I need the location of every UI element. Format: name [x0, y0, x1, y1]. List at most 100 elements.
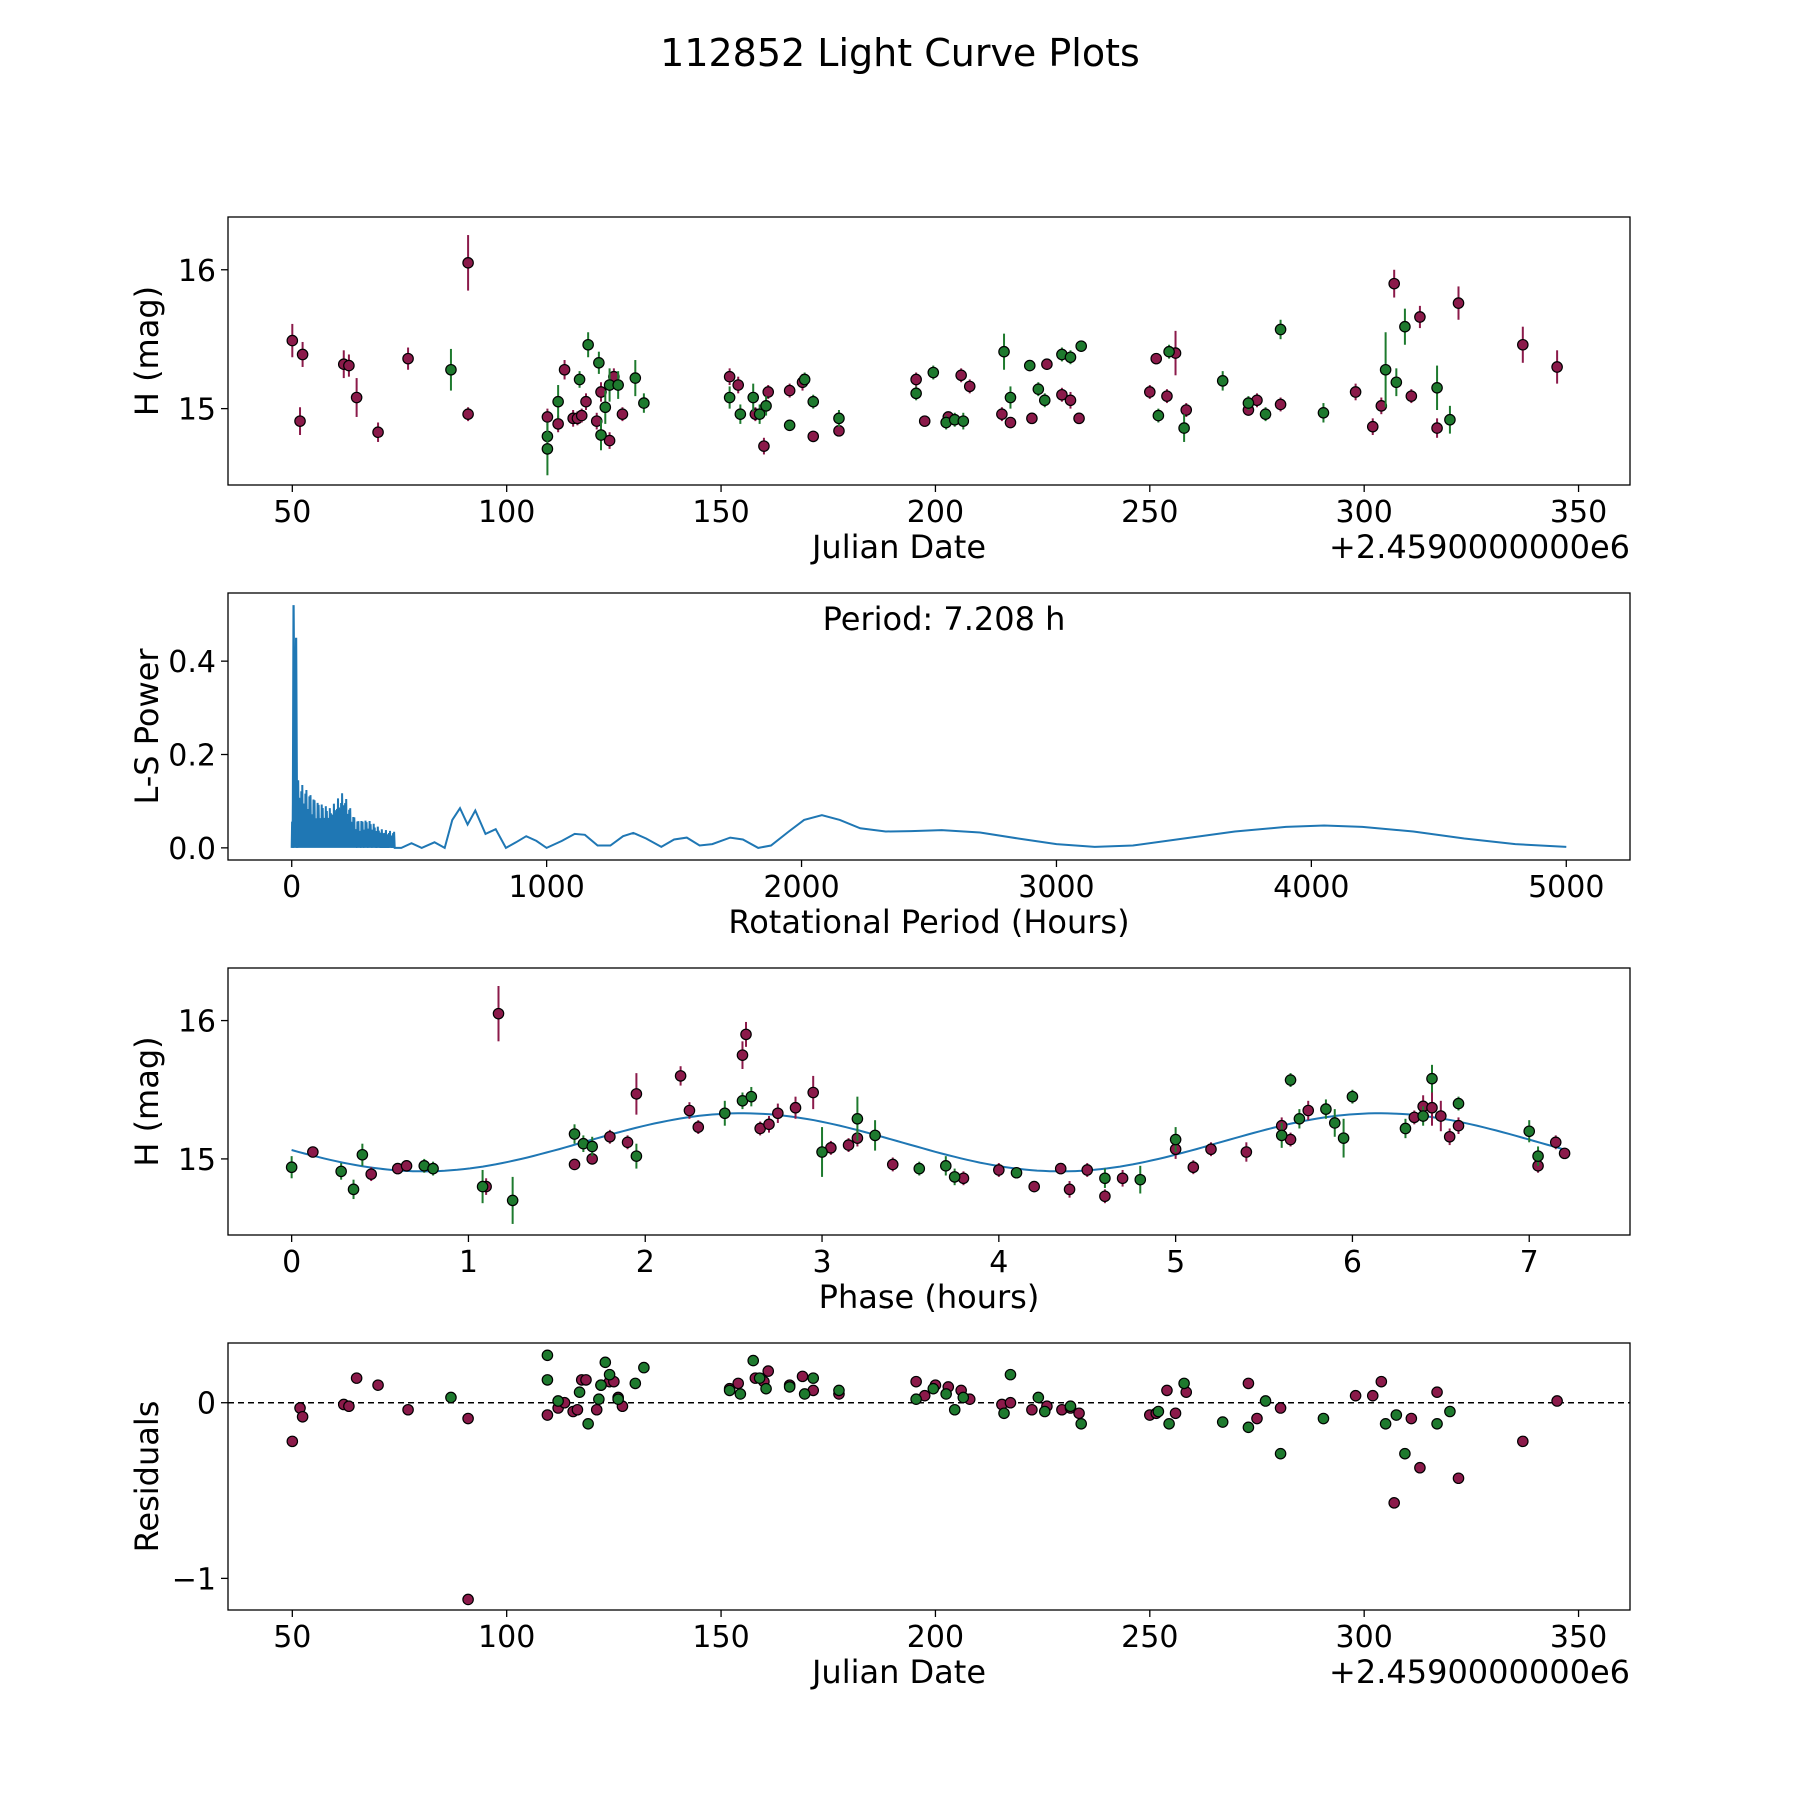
data-point	[1328, 1117, 1341, 1129]
data-point	[1523, 1125, 1536, 1138]
data-point	[734, 408, 747, 420]
data-point	[286, 1435, 299, 1448]
y-tick-label: 0	[197, 1387, 216, 1422]
x-tick-label: 1000	[508, 870, 584, 905]
data-point	[365, 1168, 378, 1180]
data-point	[1038, 394, 1051, 407]
data-point	[492, 1007, 505, 1020]
data-point	[1317, 406, 1330, 419]
data-point	[402, 352, 414, 365]
data-point	[541, 1409, 554, 1421]
data-point	[1259, 1395, 1272, 1407]
data-point	[1259, 408, 1272, 420]
data-point	[402, 1403, 414, 1416]
data-point	[595, 1379, 607, 1391]
data-point	[763, 1118, 775, 1131]
data-point	[1417, 1110, 1429, 1122]
x-tick-label: 300	[1336, 495, 1393, 530]
data-point	[1549, 1136, 1562, 1149]
data-point	[372, 1379, 384, 1391]
data-point	[343, 359, 355, 372]
data-point	[1073, 1407, 1085, 1420]
data-point	[445, 363, 457, 376]
period-annotation: Period: 7.208 h	[823, 600, 1066, 638]
data-point	[462, 1412, 474, 1425]
y-axis-label: H (mag)	[128, 1036, 166, 1166]
y-tick-label: 0.0	[168, 832, 216, 867]
data-point	[1205, 1143, 1217, 1156]
x-tick-label: 100	[478, 1620, 535, 1655]
data-point	[630, 1088, 643, 1100]
data-point	[1431, 1386, 1443, 1398]
data-point	[1116, 1172, 1129, 1185]
x-offset-label: +2.4590000000e6	[1329, 528, 1630, 566]
y-tick-label: 16	[178, 1005, 216, 1040]
data-point	[612, 379, 624, 391]
x-tick-label: 3	[812, 1245, 831, 1280]
y-tick-label: 16	[178, 254, 216, 289]
data-point	[573, 1386, 586, 1398]
data-point	[1399, 320, 1411, 333]
data-point	[335, 1165, 347, 1178]
x-tick-label: 0	[282, 870, 301, 905]
data-point	[910, 1375, 922, 1388]
data-point	[783, 419, 796, 432]
data-point	[940, 1388, 952, 1400]
data-point	[603, 1368, 616, 1381]
data-point	[296, 1410, 309, 1423]
data-point	[1337, 1132, 1350, 1144]
x-axis-label: Phase (hours)	[819, 1278, 1040, 1316]
data-point	[1163, 1418, 1175, 1430]
data-point	[753, 1372, 766, 1384]
data-point	[833, 412, 845, 425]
data-point	[760, 1382, 772, 1395]
data-point	[948, 1403, 961, 1416]
data-point	[1551, 361, 1563, 373]
x-tick-label: 0	[282, 1245, 301, 1280]
y-tick-label: 15	[178, 393, 216, 428]
data-point	[998, 1407, 1010, 1420]
data-point	[1216, 1416, 1229, 1428]
data-point	[1038, 1405, 1051, 1418]
data-point	[963, 380, 976, 393]
data-point	[343, 1400, 355, 1413]
data-point	[1551, 1395, 1563, 1407]
data-point	[541, 443, 554, 455]
data-point	[445, 1391, 457, 1404]
data-point	[350, 1372, 363, 1384]
data-point	[595, 429, 607, 441]
data-point	[1444, 413, 1456, 426]
data-point	[476, 1180, 489, 1193]
data-point	[582, 338, 594, 351]
data-point	[1178, 1377, 1190, 1390]
data-point	[356, 1148, 369, 1161]
data-point	[1187, 1161, 1200, 1174]
x-tick-label: 2	[636, 1245, 655, 1280]
data-point	[747, 391, 760, 404]
data-point	[762, 1365, 775, 1377]
data-point	[1081, 1164, 1094, 1176]
y-axis-label: Residuals	[128, 1401, 166, 1553]
plot-area	[286, 235, 1563, 476]
data-point	[760, 400, 772, 412]
data-point	[1302, 1104, 1315, 1117]
data-point	[762, 386, 775, 398]
data-point	[913, 1162, 926, 1175]
data-point	[1064, 351, 1077, 364]
data-point	[629, 1377, 642, 1390]
data-point	[1379, 363, 1392, 376]
data-point	[927, 1382, 940, 1395]
data-point	[1026, 1403, 1038, 1416]
data-point	[674, 1070, 687, 1082]
data-point	[723, 391, 736, 404]
data-point	[590, 1403, 603, 1416]
data-point	[582, 1418, 594, 1430]
data-point	[1180, 404, 1193, 416]
data-point	[1426, 1101, 1438, 1114]
data-point	[1558, 1147, 1571, 1160]
data-point	[740, 1028, 752, 1041]
data-point	[1152, 1405, 1165, 1418]
x-tick-label: 250	[1121, 495, 1178, 530]
data-point	[993, 1164, 1005, 1176]
